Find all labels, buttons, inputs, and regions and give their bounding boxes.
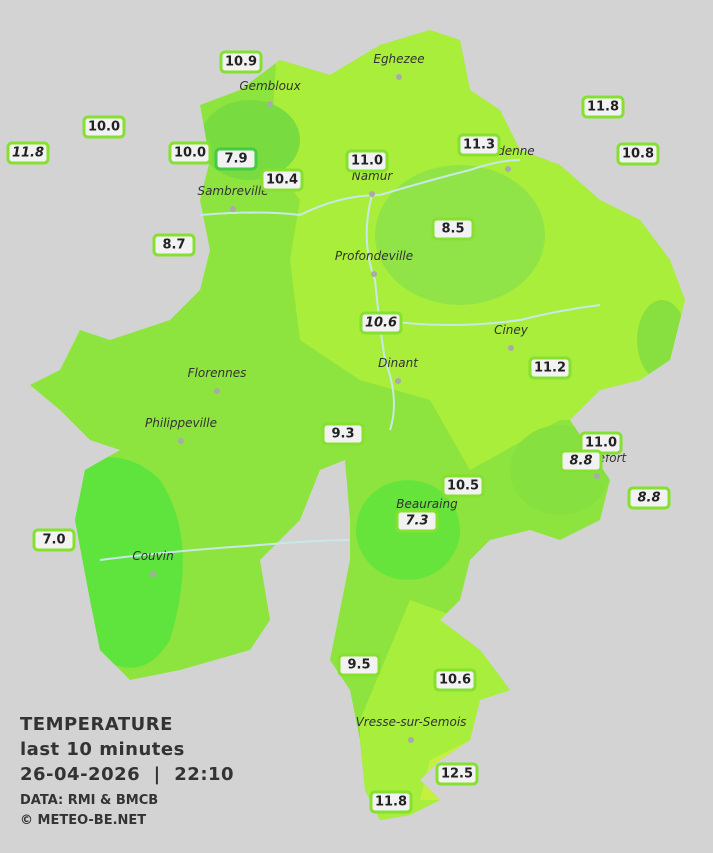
city-dot bbox=[594, 473, 600, 479]
labels: EghezeeGemblouxAndenneNamurSambrevillePr… bbox=[6, 50, 671, 814]
station-value: 10.5 bbox=[447, 479, 479, 494]
station-box bbox=[359, 311, 403, 335]
station-value: 7.3 bbox=[405, 514, 428, 529]
station-value: 11.8 bbox=[375, 795, 407, 810]
city-dot bbox=[505, 166, 511, 172]
station-value: 10.4 bbox=[266, 173, 298, 188]
city-dot bbox=[371, 271, 377, 277]
city-label: Philippeville bbox=[145, 416, 217, 430]
station-value: 8.8 bbox=[637, 491, 660, 506]
city-dot bbox=[508, 345, 514, 351]
station-value: 11.0 bbox=[351, 154, 383, 169]
city-label: Profondeville bbox=[335, 249, 413, 263]
station-box bbox=[152, 233, 196, 257]
station-value: 8.5 bbox=[441, 222, 464, 237]
station-box bbox=[82, 115, 126, 139]
station-box bbox=[433, 668, 477, 692]
station-value: 10.6 bbox=[365, 316, 397, 331]
station-box bbox=[627, 486, 671, 510]
station-box bbox=[457, 133, 501, 157]
station-box bbox=[435, 762, 479, 786]
city-label: Ciney bbox=[494, 323, 529, 337]
legend-subtitle: last 10 minutes bbox=[20, 739, 185, 760]
city-label: Sambreville bbox=[197, 184, 268, 198]
station-value: 9.5 bbox=[347, 658, 370, 673]
city-dot bbox=[178, 438, 184, 444]
station-box bbox=[369, 790, 413, 814]
station-box bbox=[337, 653, 381, 677]
station-value: 8.8 bbox=[569, 454, 592, 469]
city-dot bbox=[395, 378, 401, 384]
station-value: 8.7 bbox=[162, 238, 185, 253]
station-box bbox=[528, 356, 572, 380]
legend-copyright: © METEO-BE.NET bbox=[20, 813, 146, 828]
station-value: 11.0 bbox=[585, 436, 617, 451]
station-value: 10.8 bbox=[622, 147, 654, 162]
station-value: 11.8 bbox=[587, 100, 619, 115]
station-box bbox=[219, 50, 263, 74]
city-label: Couvin bbox=[132, 549, 173, 563]
station-box bbox=[441, 474, 485, 498]
station-box bbox=[395, 509, 439, 533]
station-value: 11.2 bbox=[534, 361, 566, 376]
city-dot bbox=[408, 737, 414, 743]
station-value: 11.3 bbox=[463, 138, 495, 153]
station-value: 7.0 bbox=[42, 533, 65, 548]
legend-source: DATA: RMI & BMCB bbox=[20, 793, 158, 808]
city-label: Eghezee bbox=[373, 52, 424, 66]
station-box bbox=[581, 95, 625, 119]
city-label: Vresse-sur-Semois bbox=[356, 715, 467, 729]
city-label: Dinant bbox=[378, 356, 419, 370]
station-box bbox=[6, 141, 50, 165]
station-box bbox=[431, 217, 475, 241]
station-box bbox=[321, 422, 365, 446]
city-dot bbox=[267, 101, 273, 107]
city-label: Gembloux bbox=[239, 79, 301, 93]
station-value: 10.0 bbox=[174, 146, 206, 161]
station-box bbox=[616, 142, 660, 166]
legend-title: TEMPERATURE bbox=[20, 714, 173, 735]
station-value: 10.0 bbox=[88, 120, 120, 135]
station-value: 7.9 bbox=[224, 152, 247, 167]
station-box bbox=[559, 449, 603, 473]
station-value: 9.3 bbox=[331, 427, 354, 442]
station-box bbox=[214, 147, 258, 171]
legend-datetime: 26-04-2026 | 22:10 bbox=[20, 764, 234, 785]
city-label: Beauraing bbox=[396, 497, 458, 511]
station-value: 12.5 bbox=[441, 767, 473, 782]
city-dot bbox=[150, 571, 156, 577]
station-box bbox=[168, 141, 212, 165]
station-value: 10.9 bbox=[225, 55, 257, 70]
station-value: 11.8 bbox=[12, 146, 44, 161]
city-label: Florennes bbox=[188, 366, 247, 380]
station-box bbox=[260, 168, 304, 192]
city-dot bbox=[214, 388, 220, 394]
city-dot bbox=[396, 74, 402, 80]
station-value: 10.6 bbox=[439, 673, 471, 688]
city-dot bbox=[369, 191, 375, 197]
city-dot bbox=[230, 206, 236, 212]
station-box bbox=[345, 149, 389, 173]
station-box bbox=[32, 528, 76, 552]
